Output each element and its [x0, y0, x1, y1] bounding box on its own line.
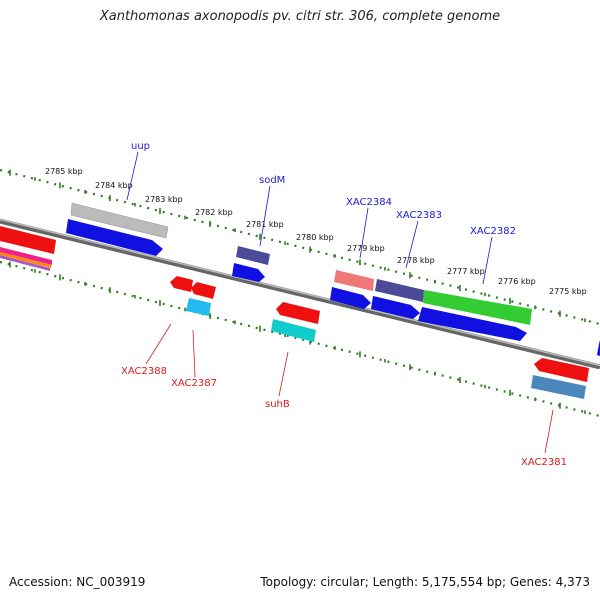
gene-XAC2382-green[interactable]	[423, 290, 532, 325]
gene-XAC2383-blue[interactable]	[371, 296, 420, 319]
gene-label-XAC2381[interactable]: XAC2381	[521, 457, 567, 468]
gene-sodM-blue[interactable]	[232, 263, 265, 282]
leader-line	[405, 220, 419, 269]
gene-label-XAC2384[interactable]: XAC2384	[346, 197, 392, 208]
accession-text: Accession: NC_003919	[9, 575, 146, 589]
scale-label: 2783 kbp	[145, 195, 183, 204]
gene-label-uup[interactable]: uup	[131, 141, 150, 152]
gene-label-XAC2382[interactable]: XAC2382	[470, 226, 516, 237]
leader-line	[126, 151, 139, 201]
scale-label: 2778 kbp	[397, 256, 435, 265]
gene-left-pink[interactable]	[0, 247, 52, 265]
gene-labels-forward: uup sodM XAC2384 XAC2383 XAC2382	[126, 141, 516, 285]
gene-label-XAC2387[interactable]: XAC2387	[171, 378, 217, 389]
reverse-strand-genes	[170, 276, 589, 399]
gene-sodM-navy[interactable]	[236, 246, 270, 265]
scale-label: 2781 kbp	[246, 220, 284, 229]
leader-line	[359, 207, 369, 259]
gene-uup-blue[interactable]	[66, 219, 163, 256]
genome-backbone	[0, 218, 600, 370]
leader-line	[145, 323, 172, 365]
gene-labels-reverse: XAC2388 XAC2387 suhB XAC2381	[121, 323, 567, 468]
left-edge-features	[0, 226, 56, 271]
map-title: Xanthomonas axonopodis pv. citri str. 30…	[99, 9, 501, 24]
gene-label-sodM[interactable]: sodM	[259, 175, 285, 186]
scale-label: 2776 kbp	[498, 277, 536, 286]
scale-label: 2782 kbp	[195, 208, 233, 217]
leader-line	[259, 185, 271, 247]
gene-left-purple[interactable]	[0, 255, 50, 271]
scale-label: 2777 kbp	[447, 267, 485, 276]
gene-XAC2381-steel[interactable]	[531, 375, 586, 399]
genome-backbone-highlight	[0, 218, 600, 367]
leader-line	[192, 329, 196, 378]
gene-right-edge-blue[interactable]	[597, 340, 600, 356]
gene-XAC2387-red[interactable]	[191, 282, 216, 299]
scale-label: 2785 kbp	[45, 167, 83, 176]
gene-suhB-cyan[interactable]	[271, 319, 316, 342]
gene-left-orange[interactable]	[0, 252, 51, 268]
gene-XAC2383-navy[interactable]	[375, 279, 424, 302]
gene-XAC2387-lightblue[interactable]	[186, 298, 211, 316]
scale-label: 2779 kbp	[347, 244, 385, 253]
gene-XAC2381-red[interactable]	[534, 358, 589, 382]
gene-label-XAC2388[interactable]: XAC2388	[121, 366, 167, 377]
gene-XAC2384-blue[interactable]	[330, 287, 371, 309]
scale-label: 2780 kbp	[296, 233, 334, 242]
gene-suhB-red[interactable]	[276, 302, 320, 324]
scale-label: 2775 kbp	[549, 287, 587, 296]
forward-strand-genes	[66, 202, 600, 356]
scale-labels: 2785 kbp 2784 kbp 2783 kbp 2782 kbp 2781…	[45, 167, 587, 296]
gene-left-red[interactable]	[0, 226, 56, 254]
gene-XAC2382-blue[interactable]	[418, 307, 527, 341]
leader-line	[482, 236, 493, 285]
genome-summary-text: Topology: circular; Length: 5,175,554 bp…	[260, 575, 590, 589]
gene-XAC2388-red[interactable]	[170, 276, 193, 292]
gene-uup-gray[interactable]	[70, 202, 169, 239]
scale-label: 2784 kbp	[95, 181, 133, 190]
gene-XAC2384-salmon[interactable]	[334, 270, 374, 291]
gene-label-XAC2383[interactable]: XAC2383	[396, 210, 442, 221]
leader-line	[278, 351, 289, 397]
leader-line	[544, 409, 554, 454]
gene-label-suhB[interactable]: suhB	[265, 399, 290, 410]
